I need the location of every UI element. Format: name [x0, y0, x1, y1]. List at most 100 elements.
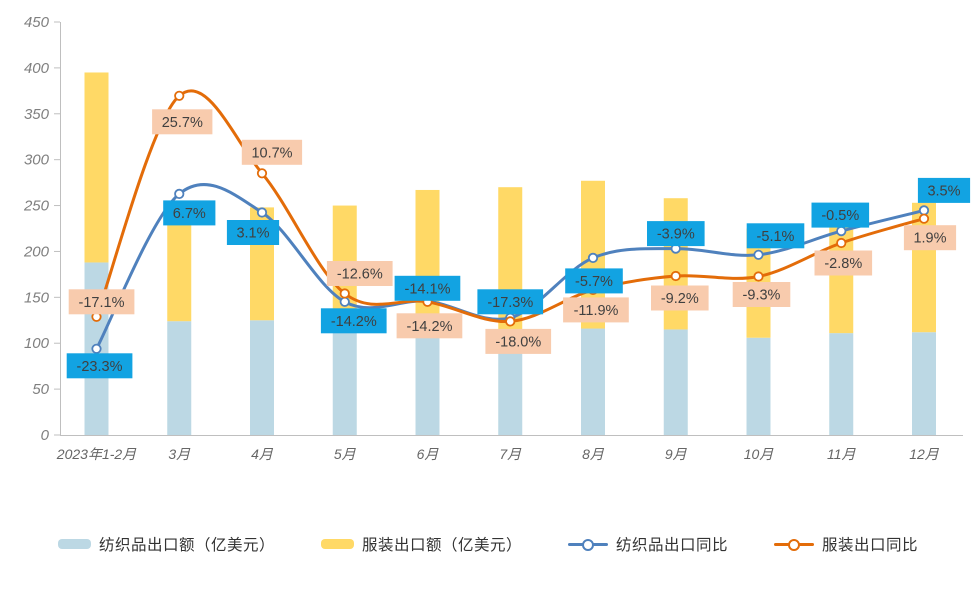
y-axis-tick-label: 300 [24, 152, 50, 169]
textile-line-swatch [568, 538, 608, 551]
line-marker [753, 271, 764, 282]
x-axis-category-label: 2023年1-2月 [56, 446, 137, 462]
axes: 0 50 100 150 200 250 300 350 400 450 2023年1-2月 3月 4月… [23, 14, 963, 462]
x-axis-category-label: 6月 [417, 446, 440, 462]
apparel-bar-segment [912, 202, 936, 333]
y-axis-tick-label: 400 [24, 60, 50, 77]
apparel-yoy-labels: -17.1% 25.7% 10.7% -12.6% -14.2% -18.0% -11.9%… [68, 109, 957, 354]
data-label-box [326, 261, 393, 286]
data-label-text: 25.7% [162, 115, 203, 131]
data-label-box [647, 221, 705, 247]
textile-bar-segment [912, 332, 936, 435]
legend-item-apparel-line: 服装出口同比 [774, 533, 918, 555]
line-marker [753, 249, 764, 260]
x-axis-category-label: 7月 [499, 446, 522, 462]
line-marker [339, 296, 350, 307]
textile-bar-segment [746, 337, 771, 435]
line-marker [505, 316, 516, 327]
line-marker [91, 343, 102, 354]
y-axis-tick-label: 50 [32, 381, 49, 398]
x-axis-category-label: 5月 [334, 446, 357, 462]
x-axis-category-label: 8月 [582, 446, 605, 462]
data-label-text: -3.9% [657, 227, 695, 243]
data-label-text: -17.3% [487, 295, 533, 311]
data-label-box [477, 289, 544, 315]
y-axis-tick-label: 250 [23, 198, 50, 215]
x-axis-category-label: 12月 [909, 446, 940, 462]
legend-item-textile-line: 纺织品出口同比 [568, 533, 728, 555]
data-label-text: 3.5% [927, 183, 960, 199]
data-label-box [814, 250, 873, 276]
data-label-box [565, 268, 623, 294]
textile-bar-segment [332, 323, 357, 435]
data-label-box [226, 220, 280, 245]
data-label-text: -5.1% [757, 229, 795, 245]
data-label-text: -14.2% [331, 314, 377, 330]
line-marker [587, 252, 599, 263]
y-axis-tick-label: 100 [24, 335, 50, 352]
legend-label-apparel-line: 服装出口同比 [822, 537, 919, 554]
data-label-text: -14.2% [407, 319, 453, 335]
data-label-text: 1.9% [913, 231, 946, 247]
data-label-box [320, 308, 387, 334]
legend-label-textile-line: 纺织品出口同比 [616, 537, 729, 554]
apparel-bar-segment [84, 72, 109, 263]
textile-bar-swatch [57, 539, 91, 549]
chart-legend: 纺织品出口额（亿美元） 服装出口额（亿美元） 纺织品出口同比 服装出口同比 [0, 533, 976, 555]
textile-bar-segment [250, 320, 274, 435]
data-label-text: -17.1% [79, 295, 125, 311]
data-label-box [651, 285, 709, 311]
data-label-box [485, 328, 552, 354]
x-axis-category-label: 3月 [168, 446, 191, 462]
legend-label-apparel-bar: 服装出口额（亿美元） [361, 537, 522, 554]
data-label-text: -18.0% [495, 334, 541, 350]
x-axis-category-label: 9月 [665, 446, 688, 462]
textile-bar-segment [663, 329, 688, 435]
data-label-box [811, 202, 870, 228]
line-marker [339, 288, 350, 299]
x-axis-category-label: 10月 [744, 446, 775, 462]
data-label-box [732, 282, 791, 307]
legend-item-textile-bar: 纺织品出口额（亿美元） [57, 533, 275, 555]
data-label-box [66, 353, 133, 379]
textile-bar-segment [415, 321, 440, 435]
data-label-text: -2.8% [824, 256, 862, 272]
y-axis-tick-label: 0 [41, 427, 50, 444]
data-label-box [394, 275, 461, 301]
line-marker [918, 213, 930, 224]
data-label-box [396, 313, 463, 339]
legend-item-apparel-bar: 服装出口额（亿美元） [320, 533, 522, 555]
data-label-box [563, 297, 629, 323]
line-marker [918, 205, 930, 216]
line-marker [670, 270, 681, 282]
data-label-text: -9.2% [661, 291, 699, 307]
y-axis-tick-label: 200 [23, 243, 50, 260]
y-axis-tick-label: 150 [24, 289, 50, 306]
data-label-box [903, 225, 957, 251]
data-label-text: -23.3% [77, 359, 123, 375]
data-label-text: 3.1% [236, 226, 269, 242]
x-axis-category-label: 4月 [251, 446, 274, 462]
line-marker [174, 90, 185, 101]
data-label-box [68, 289, 135, 315]
line-marker [256, 168, 268, 179]
y-axis-tick-label: 350 [24, 106, 50, 123]
data-label-text: -5.7% [575, 274, 613, 290]
textile-bar-segment [829, 333, 854, 435]
textile-bar-segment [581, 328, 605, 435]
line-marker [836, 226, 847, 237]
data-label-box [241, 139, 303, 165]
apparel-line-swatch [774, 538, 815, 551]
line-marker [256, 207, 268, 218]
apparel-yoy-line [91, 89, 930, 327]
textile-yoy-labels: -23.3% 6.7% 3.1% -14.2% -14.1% -17.3% -5.7% -3.… [66, 177, 971, 379]
line-marker [174, 188, 185, 199]
data-label-text: 6.7% [173, 206, 206, 222]
apparel-bar-swatch [320, 539, 354, 549]
data-label-text: -9.3% [743, 288, 781, 304]
chart-canvas: 0 50 100 150 200 250 300 350 400 450 2023年1-2月 3月 4月… [23, 14, 971, 462]
data-label-text: -0.5% [821, 208, 859, 224]
legend-label-textile-bar: 纺织品出口额（亿美元） [98, 537, 275, 554]
data-label-text: -11.9% [574, 303, 619, 319]
export-combo-chart: 0 50 100 150 200 250 300 350 400 450 2023年1-2月 3月 4月… [23, 14, 971, 462]
